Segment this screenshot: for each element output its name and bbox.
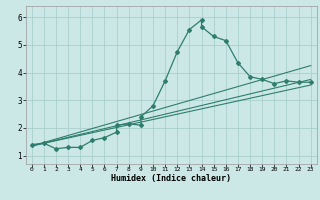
X-axis label: Humidex (Indice chaleur): Humidex (Indice chaleur) [111, 174, 231, 183]
